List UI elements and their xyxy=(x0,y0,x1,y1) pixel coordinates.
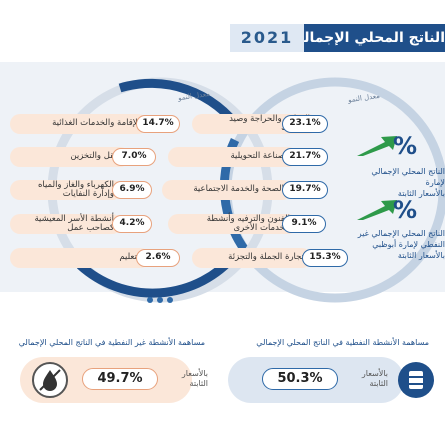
sector-label: الفنون والترفيه وأنشطة الخدمات الأخرى xyxy=(206,214,290,233)
growth-arrow-icon xyxy=(357,136,397,156)
growth-arrow-icon xyxy=(357,200,397,220)
growth-badge: 7.0% xyxy=(112,148,156,166)
sector-row: تجارة الجملة والتجزئة xyxy=(192,248,312,268)
oil-barrel-icon xyxy=(398,362,434,398)
header: 2021 الناتج المحلي الإجمالي xyxy=(230,24,445,52)
growth-description: الناتج المحلي الإجمالي غير النفطي لإمارة… xyxy=(357,229,445,260)
sector-row: أنشطة الأسر المعيشية كصاحب عمل xyxy=(10,214,122,234)
growth-badge: 15.3% xyxy=(302,249,348,267)
sector-label: الإقامة والخدمات الغذائية xyxy=(52,118,140,128)
oil-share-box: 50.3% بالأسعار الثابتة xyxy=(228,357,404,403)
growth-percent: % xyxy=(393,132,418,160)
growth-badge: 23.1% xyxy=(282,115,328,133)
sector-row: التعليم xyxy=(10,248,150,268)
page-title: الناتج المحلي الإجمالي xyxy=(304,24,445,52)
growth-badge: 9.1% xyxy=(282,215,326,233)
no-oil-drop-icon xyxy=(32,362,68,398)
growth-badge: 4.2% xyxy=(112,215,152,233)
sector-label: النقل والتخزين xyxy=(70,151,122,161)
nonoil-share-value: 49.7% xyxy=(82,368,158,390)
sector-row: الصناعة التحويلية xyxy=(168,147,298,167)
growth-badge: 6.9% xyxy=(112,181,152,199)
sector-row: الفنون والترفيه وأنشطة الخدمات الأخرى xyxy=(168,214,298,234)
sector-row: الصحة والخدمة الاجتماعية xyxy=(162,180,292,200)
oil-share-label: مساهمة الأنشطة النفطية في الناتج المحلي … xyxy=(256,338,429,347)
nonoil-share-basis: بالأسعار الثابتة xyxy=(181,369,208,388)
sector-label: الصناعة التحويلية xyxy=(230,151,290,161)
sector-label: التعليم xyxy=(119,252,142,262)
year-label: 2021 xyxy=(230,24,304,52)
growth-indicator: % xyxy=(355,132,445,172)
growth-badge: 14.7% xyxy=(136,115,180,133)
sector-label: الصحة والخدمة الاجتماعية xyxy=(193,184,284,194)
sector-row: الكهرباء والغاز والمياه وإدارة النفايات xyxy=(10,180,122,200)
growth-percent: % xyxy=(393,196,418,224)
growth-badge: 2.6% xyxy=(136,249,180,267)
oil-share-basis: بالأسعار الثابتة xyxy=(361,369,388,388)
sector-row: النقل والتخزين xyxy=(10,147,130,167)
sector-label: أنشطة الأسر المعيشية كصاحب عمل xyxy=(34,214,114,233)
oil-share-value: 50.3% xyxy=(262,368,338,390)
growth-badge: 19.7% xyxy=(282,181,328,199)
growth-indicator: % xyxy=(355,196,445,236)
growth-description: الناتج المحلي الإجمالي لإمارة بالأسعار ا… xyxy=(371,167,445,198)
sector-label: تجارة الجملة والتجزئة xyxy=(228,252,304,262)
nonoil-share-label: مساهمة الأنشطة غير النفطية في الناتج الم… xyxy=(18,338,205,347)
sector-row: الإقامة والخدمات الغذائية xyxy=(10,114,148,134)
sector-label: الكهرباء والغاز والمياه وإدارة النفايات xyxy=(37,180,114,199)
growth-badge: 21.7% xyxy=(282,148,328,166)
